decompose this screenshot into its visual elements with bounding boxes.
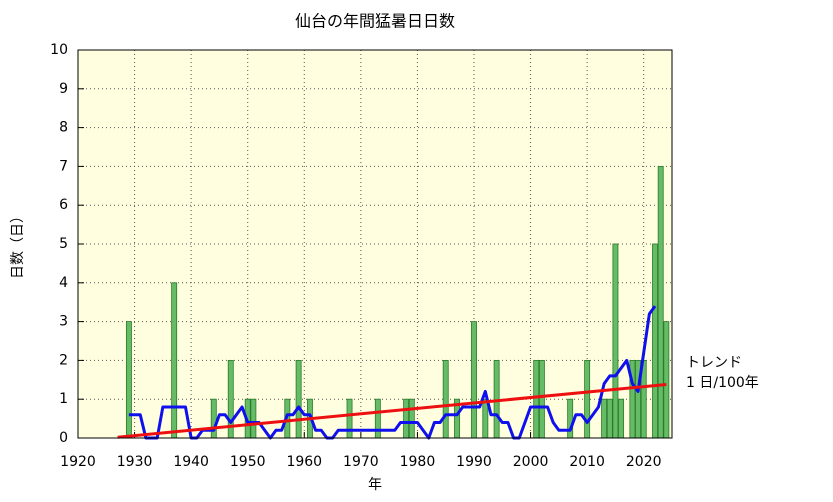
- annotation: 1 日/100年: [686, 375, 759, 391]
- bar: [171, 282, 178, 439]
- bar: [618, 398, 625, 439]
- x-tick-label: 2010: [569, 454, 605, 470]
- bar: [612, 243, 619, 439]
- bar: [533, 359, 540, 439]
- x-tick-label: 2000: [513, 454, 549, 470]
- y-tick-label: 4: [59, 275, 68, 291]
- x-tick-label: 1940: [173, 454, 209, 470]
- bar: [606, 398, 613, 439]
- y-tick-label: 7: [59, 158, 68, 174]
- x-tick-label: 1930: [117, 454, 153, 470]
- chart-title: 仙台の年間猛暑日日数: [295, 12, 455, 31]
- y-axis-label: 日数（日）: [10, 209, 26, 279]
- x-tick-label: 1970: [343, 454, 379, 470]
- x-tick-label: 1960: [286, 454, 322, 470]
- line: [128, 305, 657, 440]
- bar: [652, 243, 658, 439]
- bar: [295, 359, 302, 439]
- bar: [663, 321, 670, 439]
- x-tick-label: 2020: [626, 454, 662, 470]
- bar: [584, 359, 591, 439]
- annotation: トレンド: [686, 355, 742, 371]
- y-tick-label: 8: [59, 120, 68, 136]
- bar: [601, 398, 608, 439]
- bar: [538, 359, 545, 439]
- plot-frame: [77, 49, 673, 439]
- y-tick-label: 10: [50, 42, 68, 58]
- y-tick-label: 2: [59, 352, 68, 368]
- y-tick-label: 5: [59, 236, 68, 252]
- bar: [374, 398, 381, 439]
- x-tick-label: 1950: [230, 454, 266, 470]
- y-tick-label: 3: [59, 314, 68, 330]
- x-tick-label: 1990: [456, 454, 492, 470]
- bar: [250, 398, 257, 439]
- bar: [408, 398, 415, 439]
- y-tick-label: 6: [59, 197, 68, 213]
- bar: [657, 165, 664, 439]
- line: [117, 382, 667, 439]
- x-tick-label: 1920: [60, 454, 96, 470]
- x-tick-label: 1980: [400, 454, 436, 470]
- bar: [346, 398, 353, 439]
- bar: [403, 398, 410, 439]
- bar: [125, 321, 132, 439]
- y-tick-label: 9: [59, 81, 68, 97]
- bar: [210, 398, 217, 439]
- x-axis-label: 年: [368, 477, 382, 493]
- bar: [567, 398, 574, 439]
- y-tick-label: 1: [59, 391, 68, 407]
- y-tick-label: 0: [59, 430, 68, 446]
- bar: [471, 321, 477, 439]
- bar: [442, 359, 449, 439]
